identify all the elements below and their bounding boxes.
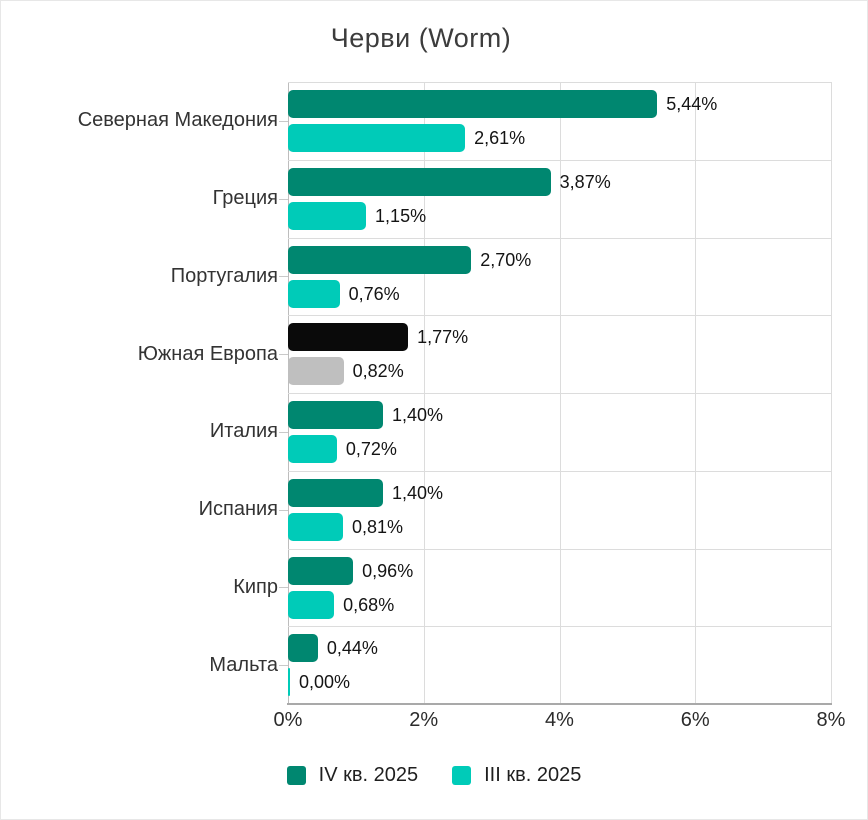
bar-value-label: 1,40% [392, 482, 444, 503]
bar [288, 124, 466, 152]
bar [288, 279, 340, 308]
x-tick-label: 8% [816, 709, 846, 731]
group-separator [288, 393, 831, 394]
category-tick [279, 198, 288, 200]
bar [288, 401, 384, 429]
bar-value-label: 0,68% [343, 594, 395, 615]
bar [288, 668, 290, 697]
legend-label: IV кв. 2025 [318, 764, 419, 786]
legend-item[interactable]: IV кв. 2025 [286, 764, 419, 787]
bar [288, 357, 344, 386]
legend: IV кв. 2025 III кв. 2025 [1, 764, 867, 787]
category-label: Греция [212, 187, 278, 210]
category-label: Португалия [170, 264, 278, 287]
bar [288, 590, 335, 619]
bar [288, 634, 318, 663]
legend-item[interactable]: III кв. 2025 [452, 764, 581, 787]
group-separator [288, 82, 831, 83]
x-tick-label: 6% [680, 709, 710, 731]
category-label: Южная Европа [137, 342, 278, 365]
bar-value-label: 0,76% [348, 283, 400, 304]
category-label: Мальта [209, 653, 278, 676]
chart-title: Черви (Worm) [330, 23, 512, 53]
bar [288, 478, 384, 507]
bar-value-label: 0,96% [362, 560, 414, 581]
bar [288, 90, 658, 118]
bar-value-label: 2,70% [480, 249, 532, 270]
bar-value-label: 2,61% [474, 128, 526, 148]
x-tick-label: 0% [273, 709, 303, 731]
bar [288, 167, 551, 196]
category-tick [279, 276, 288, 278]
plot-area: 5,44% 2,61% 3,87% 1,15% 2,70% 0,76% 1,77% 0,82%… [288, 82, 832, 704]
bar-value-label: 1,15% [375, 205, 427, 226]
x-tick-label: 2% [409, 709, 439, 731]
legend-swatch [452, 766, 472, 785]
group-separator [288, 626, 831, 628]
bar-value-label: 0,82% [352, 361, 404, 382]
bar [288, 245, 472, 274]
category-tick [279, 665, 288, 667]
x-tick-label: 4% [545, 709, 574, 731]
category-label: Кипр [233, 575, 278, 598]
group-separator [288, 159, 831, 161]
bar-value-label: 0,81% [351, 516, 404, 537]
bar [288, 323, 409, 352]
category-tick [279, 509, 288, 511]
category-tick [279, 587, 288, 589]
group-separator [288, 315, 831, 317]
bar [288, 201, 367, 230]
bar-value-label: 0,72% [345, 439, 397, 459]
bar-value-label: 3,87% [559, 171, 611, 192]
bar [288, 556, 354, 585]
category-tick [279, 120, 288, 122]
legend-swatch [286, 766, 306, 785]
bar-value-label: 5,44% [666, 94, 718, 114]
category-tick [279, 431, 288, 433]
group-separator [288, 548, 831, 550]
bar-value-label: 1,77% [417, 327, 469, 348]
category-label: Северная Македония [77, 109, 278, 132]
category-label: Италия [209, 420, 278, 443]
gridline-vertical [831, 82, 832, 704]
category-label: Испания [198, 498, 278, 521]
category-axis: Северная Македония Греция Португалия Южная … [1, 82, 278, 704]
axis-line-x [287, 703, 832, 705]
bar-value-label: 1,40% [392, 405, 444, 425]
legend-label: III кв. 2025 [484, 764, 582, 786]
bar-value-label: 0,44% [326, 638, 378, 659]
bar [288, 512, 343, 541]
bar-value-label: 0,00% [299, 672, 351, 693]
group-separator [288, 237, 831, 239]
group-separator [288, 470, 831, 472]
bar [288, 435, 337, 463]
category-tick [279, 354, 288, 356]
